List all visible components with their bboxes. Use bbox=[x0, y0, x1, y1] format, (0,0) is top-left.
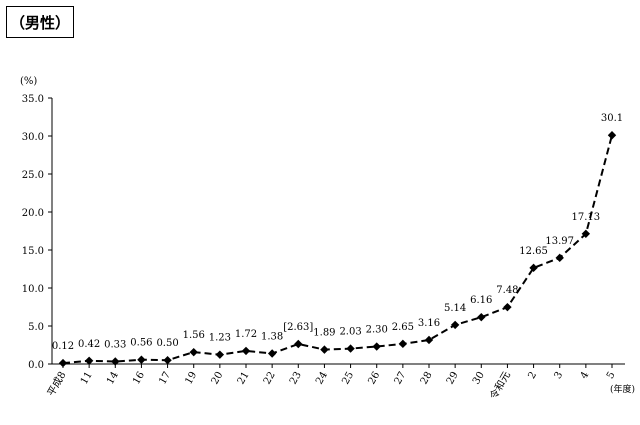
data-point-marker bbox=[398, 339, 408, 349]
data-label: 0.12 bbox=[52, 341, 74, 352]
y-tick-label: 20.0 bbox=[22, 208, 44, 219]
x-tick-label: 平成8 bbox=[45, 370, 69, 399]
data-label: 7.48 bbox=[496, 285, 518, 296]
data-label: 17.13 bbox=[572, 212, 601, 223]
y-tick-label: 15.0 bbox=[22, 246, 44, 257]
data-label: 5.14 bbox=[444, 303, 466, 314]
x-tick-label: 令和元 bbox=[487, 369, 513, 401]
x-tick-label: 21 bbox=[236, 370, 252, 387]
x-tick-label: 20 bbox=[210, 370, 226, 387]
x-tick-label: 16 bbox=[131, 370, 147, 387]
x-tick-label: 3 bbox=[553, 370, 566, 381]
data-label: 6.16 bbox=[470, 295, 492, 306]
x-axis-unit: (年度) bbox=[610, 383, 635, 395]
x-tick-label: 25 bbox=[340, 370, 356, 387]
y-tick-label: 0.0 bbox=[28, 360, 44, 371]
data-point-marker bbox=[372, 342, 381, 351]
x-tick-label: 24 bbox=[314, 370, 330, 387]
y-axis-ticks: 0.0 5.0 10.0 15.0 20.0 25.0 30.0 35.0 bbox=[22, 94, 52, 371]
data-point-marker bbox=[320, 345, 329, 354]
data-point-marker bbox=[477, 312, 486, 322]
data-label: 1.38 bbox=[261, 332, 283, 343]
y-tick-label: 35.0 bbox=[22, 94, 44, 105]
x-tick-label: 11 bbox=[79, 370, 95, 387]
data-label: 1.56 bbox=[183, 330, 205, 341]
data-label: 12.65 bbox=[519, 246, 548, 257]
data-label: 0.50 bbox=[156, 338, 178, 349]
y-tick-label: 5.0 bbox=[28, 322, 44, 333]
x-tick-label: 5 bbox=[605, 370, 618, 381]
data-point-marker bbox=[111, 357, 120, 366]
data-label: 0.42 bbox=[78, 339, 100, 350]
data-point-marker bbox=[189, 347, 198, 357]
x-tick-label: 14 bbox=[105, 370, 121, 387]
data-point-marker bbox=[163, 356, 172, 365]
data-label: 2.03 bbox=[339, 327, 361, 338]
data-point-marker bbox=[607, 131, 617, 140]
data-label: 1.72 bbox=[235, 329, 257, 340]
y-tick-label: 25.0 bbox=[22, 170, 44, 181]
series-line bbox=[62, 134, 613, 365]
x-tick-label: 4 bbox=[579, 370, 592, 381]
x-tick-label: 23 bbox=[288, 370, 304, 387]
x-axis-ticks: 平成8 11 14 16 17 19 20 21 22 23 24 25 26 27 28 29 30 令和元 2 3… bbox=[45, 364, 618, 401]
x-tick-label: 17 bbox=[157, 370, 173, 387]
data-label: 1.23 bbox=[209, 333, 231, 344]
data-point-marker bbox=[450, 320, 460, 330]
data-label: 1.89 bbox=[313, 328, 335, 339]
data-label: 2.65 bbox=[392, 322, 414, 333]
data-label: 0.33 bbox=[104, 339, 126, 350]
data-label: 2.30 bbox=[366, 325, 388, 336]
data-point-marker bbox=[346, 344, 355, 353]
data-label: 0.56 bbox=[130, 338, 152, 349]
data-point-marker bbox=[58, 358, 68, 368]
x-tick-label: 26 bbox=[366, 370, 382, 387]
series-markers bbox=[58, 131, 617, 368]
x-tick-label: 22 bbox=[262, 370, 278, 387]
data-point-marker bbox=[581, 229, 591, 239]
data-label: 30.1 bbox=[601, 113, 623, 124]
data-point-marker bbox=[529, 263, 538, 273]
x-tick-label: 30 bbox=[471, 370, 487, 387]
x-tick-label: 2 bbox=[526, 370, 539, 381]
chart-title: （男性） bbox=[6, 6, 74, 38]
data-label: 13.97 bbox=[545, 236, 574, 247]
x-tick-label: 19 bbox=[183, 370, 199, 387]
data-point-marker bbox=[555, 253, 564, 263]
data-point-marker bbox=[503, 302, 512, 312]
data-label: 3.16 bbox=[418, 318, 440, 329]
data-point-marker bbox=[294, 339, 303, 349]
data-point-marker bbox=[84, 356, 94, 366]
x-tick-label: 29 bbox=[445, 370, 461, 387]
y-tick-label: 30.0 bbox=[22, 132, 44, 143]
data-labels: 0.12 0.42 0.33 0.56 0.50 1.56 1.23 1.72 1.38[2.6… bbox=[52, 113, 623, 352]
y-axis-label: (%) bbox=[20, 76, 37, 87]
data-point-marker bbox=[241, 346, 251, 356]
data-point-marker bbox=[215, 350, 225, 359]
x-tick-label: 27 bbox=[393, 370, 409, 387]
data-label: [2.63] bbox=[283, 322, 313, 333]
data-point-marker bbox=[424, 335, 434, 345]
y-tick-label: 10.0 bbox=[22, 284, 44, 295]
data-point-marker bbox=[267, 349, 277, 358]
x-tick-label: 28 bbox=[419, 370, 435, 387]
chart-axes bbox=[51, 98, 625, 365]
data-point-marker bbox=[137, 355, 146, 364]
